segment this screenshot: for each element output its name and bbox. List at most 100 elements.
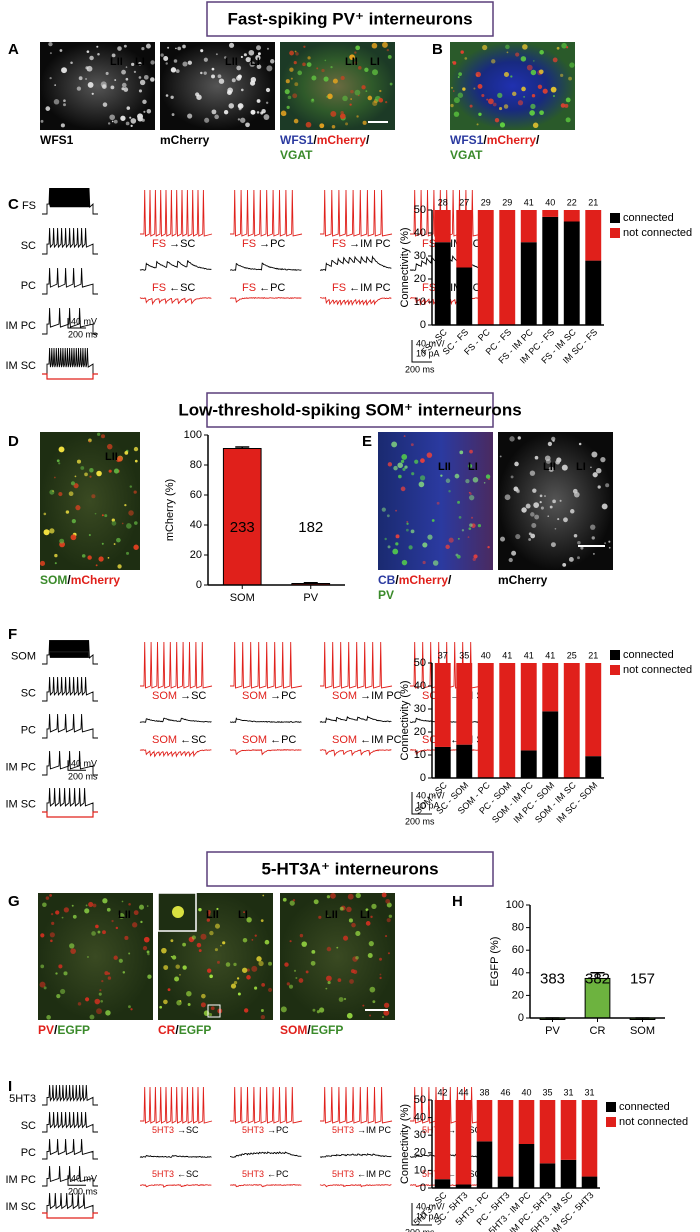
cell-dot xyxy=(146,109,152,114)
trace xyxy=(42,713,98,739)
cell-dot xyxy=(63,103,66,107)
cell-dot xyxy=(81,554,86,558)
inset-cell xyxy=(172,906,184,918)
cell-dot xyxy=(52,490,55,493)
cell-dot xyxy=(343,997,347,1001)
cell-dot xyxy=(349,54,355,61)
layer-label: LII xyxy=(225,56,238,68)
cell-dot xyxy=(165,62,168,65)
cell-dot xyxy=(265,101,269,104)
cell-dot xyxy=(401,559,408,566)
cell-dot xyxy=(61,67,68,74)
cell-dot xyxy=(326,975,332,982)
cell-dot xyxy=(530,103,536,109)
scale-label: 200 ms xyxy=(68,329,98,339)
cell-dot xyxy=(514,461,519,467)
n-label: 29 xyxy=(502,197,512,207)
cell-dot xyxy=(99,989,102,992)
bar-segment xyxy=(499,210,516,325)
cell-dot xyxy=(140,920,143,924)
caption-part: mCherry xyxy=(399,573,449,587)
caption-part: / xyxy=(395,573,399,587)
micrograph xyxy=(280,42,395,130)
cell-dot xyxy=(369,1014,372,1017)
pair-post: ←SC xyxy=(177,1169,199,1179)
cell-dot xyxy=(111,919,114,923)
y-tick-label: 100 xyxy=(506,899,524,911)
cell-dot xyxy=(54,84,56,86)
caption-part: CR xyxy=(158,1023,176,1037)
cell-dot xyxy=(521,507,527,513)
cell-dot xyxy=(98,992,102,996)
cell-dot xyxy=(236,977,240,980)
cell-dot xyxy=(196,942,202,948)
cell-dot xyxy=(58,446,65,453)
pair-pre: 5HT3 xyxy=(242,1169,264,1179)
cell-dot xyxy=(355,45,361,51)
cell-dot xyxy=(131,62,135,66)
cell-dot xyxy=(362,1004,365,1007)
trace xyxy=(229,717,302,724)
bar-segment xyxy=(520,663,537,751)
cell-dot xyxy=(201,993,206,999)
y-tick-label: 10 xyxy=(414,749,426,761)
cell-dot xyxy=(250,109,256,115)
cell-dot xyxy=(419,475,426,481)
cell-dot xyxy=(255,55,261,61)
x-tick-label: SOM xyxy=(230,592,255,604)
cell-dot xyxy=(552,499,556,504)
cell-dot xyxy=(174,976,180,982)
cell-dot xyxy=(531,94,536,98)
y-tick-label: 50 xyxy=(414,657,426,669)
n-label: 37 xyxy=(438,650,448,660)
cell-dot xyxy=(163,965,169,970)
trace xyxy=(139,717,212,723)
trace xyxy=(320,296,392,306)
cell-dot xyxy=(130,1008,133,1011)
legend-label: connected xyxy=(623,212,674,224)
image-caption: SOM/EGFP xyxy=(280,1023,343,1037)
cell-dot xyxy=(129,485,133,488)
n-label: 22 xyxy=(567,197,577,207)
y-tick-label: 30 xyxy=(414,1129,426,1141)
cell-dot xyxy=(522,44,528,50)
cell-dot xyxy=(379,957,383,961)
cell-dot xyxy=(106,443,113,450)
cell-dot xyxy=(104,514,108,518)
pair-pre: FS xyxy=(152,282,166,294)
cell-dot xyxy=(42,902,47,908)
cell-dot xyxy=(604,542,607,545)
cell-dot xyxy=(88,440,91,443)
cell-dot xyxy=(533,60,535,62)
cell-dot xyxy=(261,982,266,987)
cell-dot xyxy=(468,527,472,530)
micrograph xyxy=(280,893,395,1020)
bar-segment xyxy=(476,1100,493,1142)
cell-dot xyxy=(284,962,289,967)
cell-dot xyxy=(150,77,155,82)
pair-post: ←PC xyxy=(270,734,296,746)
count-label: 233 xyxy=(230,519,255,536)
bar-segment xyxy=(520,210,537,243)
caption-part: EGFP xyxy=(179,1023,212,1037)
cell-dot xyxy=(400,486,406,492)
cell-dot xyxy=(133,544,139,550)
cell-dot xyxy=(225,962,231,967)
cell-dot xyxy=(78,76,83,81)
cell-dot xyxy=(530,69,537,76)
cell-dot xyxy=(187,113,193,119)
cell-dot xyxy=(289,900,295,906)
cell-dot xyxy=(401,454,408,460)
cell-dot xyxy=(118,958,123,963)
cell-dot xyxy=(54,553,58,558)
bar-segment xyxy=(434,663,451,747)
pair-label: FS →SC xyxy=(152,238,195,250)
cell-dot xyxy=(256,45,262,51)
cell-dot xyxy=(397,462,403,469)
cell-dot xyxy=(147,952,150,956)
cell-dot xyxy=(550,86,557,93)
cell-dot xyxy=(134,521,138,525)
layer-label: LII xyxy=(325,909,338,921)
cell-dot xyxy=(520,56,527,62)
image-caption: SOM/mCherry xyxy=(40,573,120,587)
